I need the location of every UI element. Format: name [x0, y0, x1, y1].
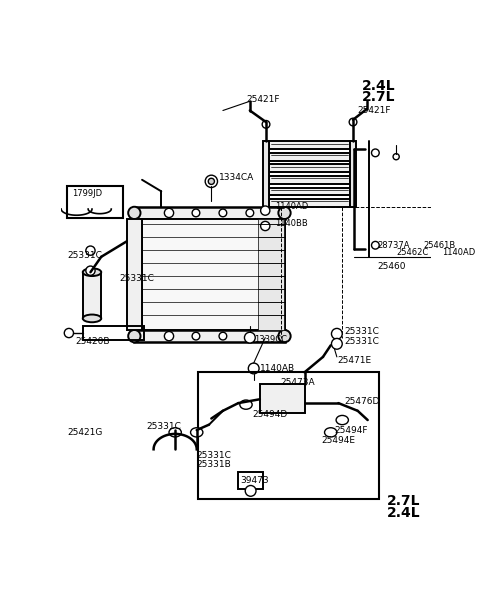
Text: 25331B: 25331B [196, 460, 231, 469]
Ellipse shape [192, 332, 200, 340]
Text: 25461B: 25461B [423, 241, 456, 250]
Text: 1140AD: 1140AD [443, 248, 476, 257]
Ellipse shape [261, 221, 270, 230]
Ellipse shape [192, 209, 200, 217]
Bar [269, 187, 350, 195]
Ellipse shape [245, 485, 256, 496]
Text: 2.4L: 2.4L [386, 506, 420, 520]
Ellipse shape [208, 178, 215, 184]
Bar [134, 207, 285, 219]
Bar [142, 219, 285, 330]
Text: 25420B: 25420B [75, 337, 109, 346]
Text: 1140AB: 1140AB [260, 364, 295, 373]
Text: 1140AD: 1140AD [275, 202, 309, 211]
Bar [269, 153, 350, 161]
Ellipse shape [86, 246, 95, 255]
Ellipse shape [83, 314, 101, 322]
Text: 1140BB: 1140BB [275, 219, 308, 228]
Ellipse shape [219, 209, 227, 217]
Text: 25494F: 25494F [335, 425, 368, 434]
Ellipse shape [332, 328, 342, 339]
Bar [260, 384, 304, 413]
Text: 25476D: 25476D [345, 397, 380, 406]
Text: 25462C: 25462C [396, 248, 428, 257]
Text: 1339CC: 1339CC [254, 335, 287, 344]
Ellipse shape [332, 338, 342, 349]
Ellipse shape [246, 209, 254, 217]
Bar [127, 219, 142, 330]
Ellipse shape [248, 363, 259, 374]
Bar [269, 176, 350, 184]
Ellipse shape [169, 428, 181, 437]
Ellipse shape [219, 332, 227, 340]
Bar [83, 272, 101, 319]
Bar [67, 186, 123, 218]
Bar [269, 199, 350, 207]
Text: 39473: 39473 [240, 476, 268, 485]
Ellipse shape [191, 428, 203, 437]
Ellipse shape [205, 175, 217, 187]
Bar [350, 141, 356, 207]
Bar [83, 326, 144, 340]
Ellipse shape [262, 121, 270, 128]
Ellipse shape [278, 330, 291, 342]
Bar [263, 141, 269, 207]
Text: 25331C: 25331C [196, 451, 231, 460]
Ellipse shape [164, 331, 174, 341]
Ellipse shape [83, 268, 101, 276]
Text: 25494E: 25494E [322, 436, 356, 445]
Text: 25331C: 25331C [146, 422, 181, 431]
Bar [134, 330, 285, 342]
Text: 25421F: 25421F [246, 95, 279, 104]
Ellipse shape [86, 266, 95, 275]
Ellipse shape [336, 415, 348, 425]
Bar [269, 141, 350, 149]
Ellipse shape [393, 154, 399, 160]
Text: 1799JD: 1799JD [72, 189, 102, 198]
Text: 2.7L: 2.7L [386, 494, 420, 508]
Text: 2.7L: 2.7L [361, 91, 395, 104]
Ellipse shape [128, 330, 141, 342]
Bar [258, 219, 285, 330]
Text: 2.4L: 2.4L [361, 79, 395, 93]
Bar [238, 472, 263, 490]
Text: 25331C: 25331C [345, 337, 379, 346]
Text: 25494D: 25494D [252, 410, 288, 419]
Text: 25473A: 25473A [281, 378, 315, 387]
Text: 25331C: 25331C [67, 251, 102, 260]
Text: 25421G: 25421G [67, 428, 103, 437]
Text: 25331C: 25331C [345, 327, 379, 336]
Ellipse shape [278, 207, 291, 219]
Ellipse shape [64, 328, 73, 338]
Ellipse shape [244, 332, 255, 343]
Text: 28737A: 28737A [377, 241, 409, 250]
Ellipse shape [164, 208, 174, 218]
Bar [269, 164, 350, 172]
Ellipse shape [372, 149, 379, 157]
Text: 25331C: 25331C [119, 274, 154, 283]
Ellipse shape [349, 118, 357, 126]
Ellipse shape [128, 207, 141, 219]
Text: 25471E: 25471E [337, 356, 371, 365]
Text: 1334CA: 1334CA [219, 173, 254, 182]
Ellipse shape [372, 241, 379, 249]
Ellipse shape [240, 400, 252, 409]
Ellipse shape [324, 428, 337, 437]
Ellipse shape [261, 206, 270, 215]
Text: 25421F: 25421F [358, 106, 391, 115]
Text: 25460: 25460 [377, 262, 406, 271]
Bar [198, 372, 379, 499]
